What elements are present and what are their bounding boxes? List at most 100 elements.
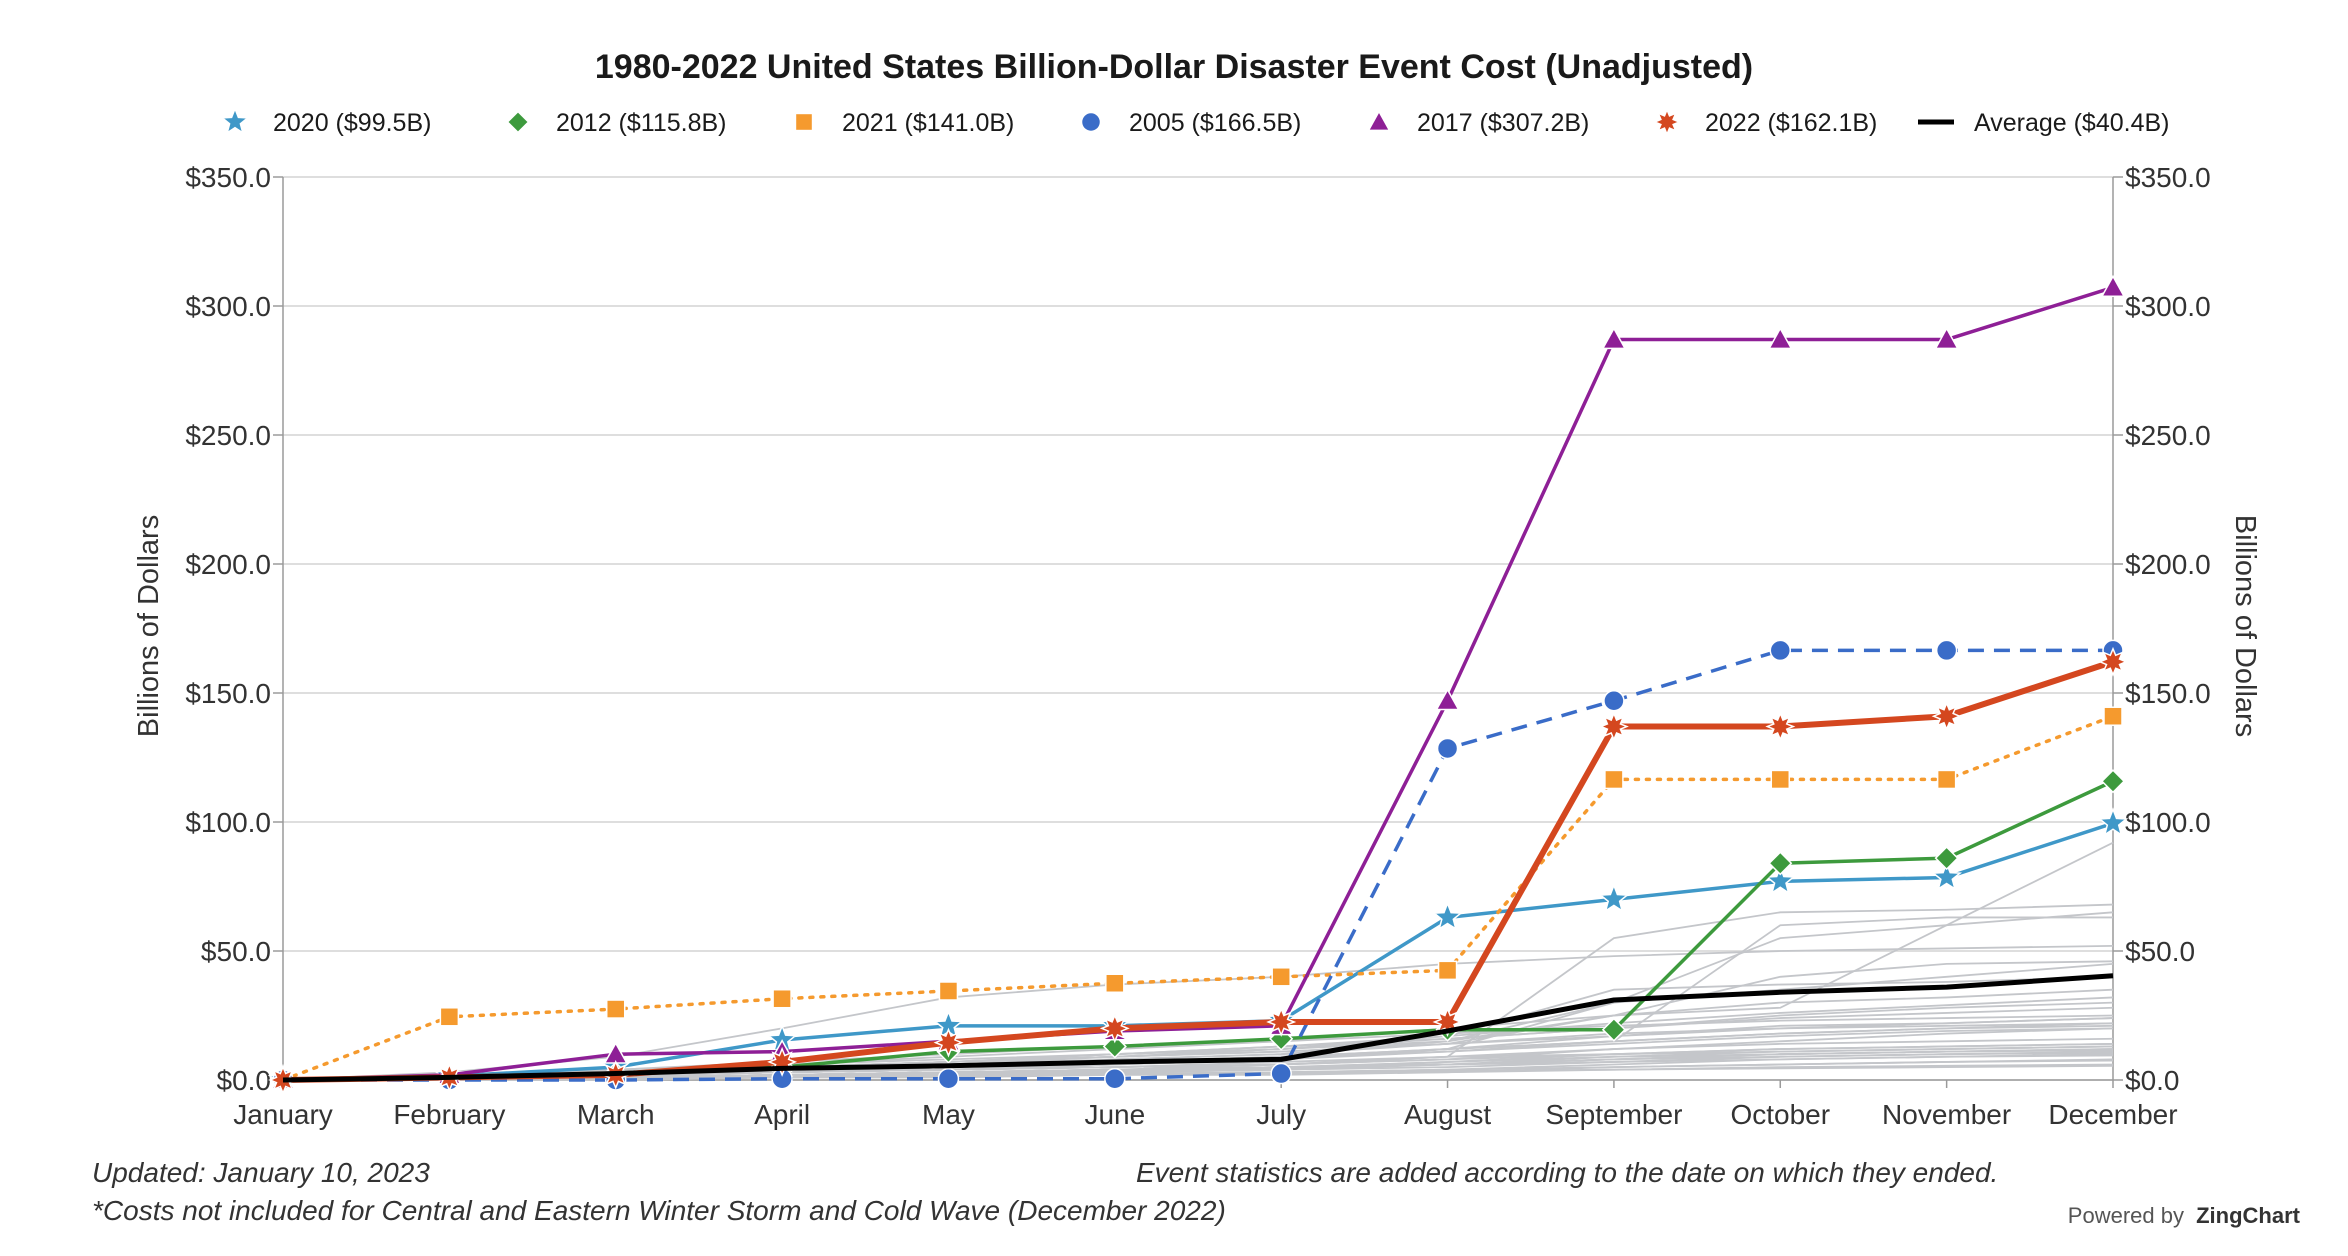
y-axis-title-left: Billions of Dollars — [133, 515, 165, 737]
x-tick-label: April — [754, 1099, 810, 1130]
data-point-2005 — [1270, 1062, 1292, 1085]
data-point-2017 — [1435, 688, 1460, 711]
legend-label: 2012 ($115.8B) — [556, 109, 727, 137]
series-line-2005 — [283, 648, 2113, 1082]
data-point-2021 — [1770, 769, 1791, 790]
data-point-2005 — [1769, 639, 1792, 662]
data-point-2022 — [1598, 711, 1629, 742]
data-point-2005 — [1104, 1067, 1126, 1090]
legend-label: 2005 ($166.5B) — [1129, 109, 1301, 137]
y-tick-label-right: $200.0 — [2125, 549, 2211, 580]
y-tick-label-left: $200.0 — [185, 549, 271, 580]
legend-label: 2022 ($162.1B) — [1705, 109, 1877, 137]
data-point-2022 — [933, 1027, 964, 1058]
data-point-2020 — [2097, 807, 2129, 837]
legend-swatch — [506, 110, 530, 134]
legend-item-2017[interactable]: 2017 ($307.2B) — [1367, 109, 1590, 137]
legend-swatch — [1367, 110, 1391, 132]
y-tick-label-left: $350.0 — [185, 162, 271, 193]
x-tick-label: March — [577, 1099, 655, 1130]
legend-label: Average ($40.4B) — [1974, 109, 2170, 137]
data-point-2017 — [2100, 274, 2126, 297]
y-tick-label-right: $0.0 — [2125, 1065, 2180, 1096]
data-point-2021 — [1271, 967, 1291, 987]
data-point-2021 — [938, 981, 959, 1001]
footnote: *Costs not included for Central and East… — [92, 1195, 1226, 1226]
series-2017 — [270, 274, 2126, 1090]
data-point-2021 — [2103, 706, 2123, 726]
y-tick-label-left: $100.0 — [185, 807, 271, 838]
grid — [283, 176, 2113, 1081]
series-line-2017 — [282, 285, 2114, 1082]
data-point-2021 — [1105, 973, 1125, 993]
x-tick-label: May — [922, 1099, 975, 1130]
data-point-2022 — [1099, 1013, 1130, 1044]
updated-note: Updated: January 10, 2023 — [92, 1157, 430, 1188]
series-line-2021 — [281, 714, 2115, 1082]
data-point-2017 — [1601, 326, 1627, 350]
y-tick-label-right: $100.0 — [2125, 807, 2211, 838]
legend-label: 2021 ($141.0B) — [842, 109, 1014, 137]
x-tick-label: November — [1882, 1099, 2011, 1130]
series-average — [282, 973, 2114, 1083]
legend-item-2005[interactable]: 2005 ($166.5B) — [1080, 109, 1302, 137]
data-point-2017 — [1934, 326, 1959, 350]
series-line-2022 — [282, 658, 2114, 1083]
chart-title: 1980-2022 United States Billion-Dollar D… — [595, 48, 1753, 86]
x-tick-label: January — [233, 1099, 333, 1130]
axes: $0.0 $0.0 $50.0 $50.0 $100.0 $100.0 $150.0 $150… — [185, 162, 2210, 1130]
data-point-2012 — [1768, 851, 1793, 876]
y-tick-label-left: $0.0 — [217, 1065, 272, 1096]
y-tick-label-left: $150.0 — [185, 678, 271, 709]
data-point-2020 — [1765, 865, 1796, 895]
y-axis-title-right: Billions of Dollars — [2229, 515, 2261, 737]
series-line-average — [282, 973, 2114, 1083]
background-series-line — [282, 963, 2114, 1081]
legend-item-2022[interactable]: 2022 ($162.1B) — [1652, 107, 1878, 137]
data-point-2005 — [1935, 639, 1958, 662]
event-note: Event statistics are added according to … — [1136, 1157, 1998, 1188]
data-point-2021 — [439, 1007, 460, 1027]
legend-label: 2017 ($307.2B) — [1417, 109, 1589, 137]
legend-item-2021[interactable]: 2021 ($141.0B) — [794, 109, 1014, 137]
legend-swatch — [794, 112, 814, 132]
data-point-2020 — [1598, 883, 1630, 913]
x-tick-label: September — [1545, 1099, 1682, 1130]
legend-label: 2020 ($99.5B) — [273, 109, 431, 137]
y-tick-label-left: $250.0 — [185, 420, 271, 451]
data-point-2012 — [1934, 846, 1959, 871]
data-point-2021 — [1437, 960, 1458, 981]
y-tick-label-right: $350.0 — [2125, 162, 2211, 193]
x-tick-label: October — [1730, 1099, 1830, 1130]
series — [267, 274, 2129, 1095]
zingchart-brand[interactable]: ZingChart — [2196, 1203, 2301, 1228]
data-point-2005 — [937, 1067, 960, 1090]
data-point-2005 — [1603, 689, 1625, 712]
legend-swatch — [1080, 111, 1102, 133]
x-tick-label: December — [2048, 1099, 2177, 1130]
legend-item-2020[interactable]: 2020 ($99.5B) — [220, 106, 431, 137]
data-point-2022 — [1931, 701, 1962, 732]
y-tick-label-right: $300.0 — [2125, 291, 2211, 322]
y-tick-label-right: $50.0 — [2125, 936, 2195, 967]
legend-item-average[interactable]: Average ($40.4B) — [1918, 109, 2170, 137]
data-point-2005 — [1436, 737, 1459, 760]
data-point-2021 — [1604, 769, 1624, 790]
y-tick-label-left: $50.0 — [201, 936, 271, 967]
powered-by-credit[interactable]: Powered by ZingChart — [2068, 1203, 2301, 1228]
powered-by-prefix: Powered by — [2068, 1203, 2184, 1228]
data-point-2021 — [1936, 769, 1957, 790]
x-tick-label: February — [393, 1099, 505, 1130]
data-point-2020 — [1432, 901, 1463, 931]
data-point-2022 — [1765, 711, 1796, 742]
data-point-2012 — [1601, 1017, 1626, 1042]
data-point-2021 — [772, 988, 792, 1009]
data-point-2012 — [2100, 769, 2126, 794]
y-tick-label-right: $250.0 — [2125, 420, 2211, 451]
legend-item-2012[interactable]: 2012 ($115.8B) — [506, 109, 727, 137]
legend: 2020 ($99.5B) 2012 ($115.8B) 2021 ($141.0B… — [220, 106, 2170, 137]
y-tick-label-left: $300.0 — [185, 291, 271, 322]
x-tick-label: June — [1084, 1099, 1145, 1130]
